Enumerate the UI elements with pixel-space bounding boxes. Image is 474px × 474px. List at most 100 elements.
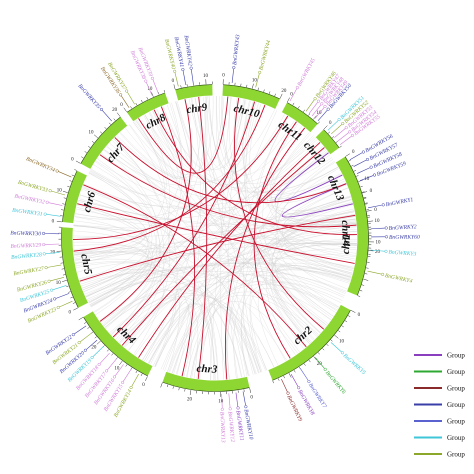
gene-label: BnGWRKY5 [342, 353, 367, 376]
legend-entry: Group [414, 434, 465, 442]
tick-mark [323, 125, 328, 130]
gene-BnGWRKY29: BnGWRKY29 [10, 243, 60, 250]
chromosome-label: chr14 [339, 220, 352, 247]
duplication-link [281, 183, 353, 218]
chromosome-label: chr7 [104, 141, 127, 165]
tick-mark [263, 89, 265, 92]
tick-mark [363, 197, 367, 199]
gene-marker [350, 133, 355, 138]
tick-mark [322, 348, 325, 351]
gene-label: BnGWRKY35 [76, 83, 101, 110]
tick-label: 10 [56, 281, 62, 286]
background-link [97, 158, 160, 336]
gene-marker [326, 107, 330, 111]
tick-mark [368, 220, 374, 222]
gene-marker [313, 97, 317, 101]
gene-marker [48, 189, 52, 193]
gene-leader-line [242, 391, 246, 406]
chromosome-band [62, 170, 87, 224]
tick-mark [288, 373, 292, 378]
gene-leader-line [231, 68, 234, 83]
tick-label: 10 [375, 219, 381, 224]
tick-mark [104, 126, 107, 130]
gene-label: BnGWRKY2 [389, 224, 417, 232]
tick-mark [72, 302, 76, 304]
legend-label: Group [447, 451, 465, 459]
tick-mark [84, 151, 87, 153]
tick-mark [62, 203, 65, 205]
tick-label: 20 [317, 362, 323, 367]
legend-label: Group [447, 401, 465, 409]
legend: Group Group Group Group Group Group Group [414, 352, 465, 459]
gene-BnGWRKY3: BnGWRKY3 [370, 250, 417, 258]
tick-mark [100, 131, 103, 134]
tick-mark [119, 360, 123, 366]
gene-label: BnGWRKY33 [17, 180, 48, 194]
tick-mark [123, 107, 127, 112]
tick-mark [292, 102, 295, 106]
tick-mark [74, 169, 77, 171]
tick-mark [331, 136, 335, 139]
legend-entry: Group [414, 385, 465, 393]
tick-mark [113, 118, 116, 121]
gene-BnGWRKY43: BnGWRKY43 [231, 34, 241, 83]
gene-leader-line [115, 364, 124, 376]
gene-leader-line [228, 393, 231, 408]
gene-leader-line [290, 374, 299, 387]
gene-leader-line [191, 69, 194, 84]
background-link [152, 231, 357, 366]
gene-marker [320, 102, 324, 106]
duplication-links [73, 96, 357, 380]
legend-entry: Group [414, 368, 465, 376]
duplication-link [224, 127, 306, 380]
gene-leader-line [86, 339, 98, 350]
background-link [88, 172, 219, 380]
gene-leader-line [337, 132, 349, 142]
background-link [242, 100, 355, 217]
gene-leader-line [235, 392, 239, 407]
gene-marker [236, 406, 240, 410]
gene-marker [125, 89, 129, 93]
tick-mark [308, 113, 311, 116]
gene-leader-line [349, 152, 363, 161]
tick-mark [293, 370, 296, 373]
legend-entry: Group [414, 418, 465, 426]
tick-mark [94, 336, 97, 339]
tick-label: 10 [203, 74, 209, 79]
chromosome-label: chr5 [78, 253, 94, 276]
gene-BnGWRKY4: BnGWRKY4 [367, 270, 413, 285]
background-link [77, 203, 153, 323]
background-link [191, 301, 298, 379]
tick-mark [313, 356, 317, 361]
gene-leader-line [311, 104, 322, 117]
tick-mark [252, 83, 254, 89]
gene-label: BnGWRKY32 [14, 193, 46, 205]
chromosome-outline [126, 92, 166, 113]
tick-label: 0 [172, 79, 175, 84]
duplication-link [73, 104, 266, 252]
gene-leader-line [367, 204, 382, 209]
gene-marker [55, 169, 59, 173]
gene-marker [77, 341, 81, 345]
tick-mark [277, 378, 280, 381]
gene-BnGWRKY12: BnGWRKY12 [226, 393, 235, 443]
gene-label: BnGWRKY11 [234, 410, 244, 441]
background-link [183, 110, 278, 377]
tick-mark [249, 387, 252, 393]
gene-marker [129, 386, 133, 390]
gene-marker [323, 104, 327, 108]
background-link [144, 96, 208, 362]
duplication-link [138, 96, 229, 174]
gene-leader-line [331, 124, 342, 135]
gene-marker [47, 279, 51, 283]
background-link [78, 199, 357, 230]
gene-leader-line [107, 358, 117, 370]
chromosome-outline [344, 156, 365, 204]
gene-BnGWRKY41: BnGWRKY41 [173, 36, 187, 85]
background-link [82, 157, 333, 208]
gene-marker [112, 375, 116, 379]
background-link [176, 101, 334, 317]
gene-leader-line [255, 73, 260, 88]
gene-leader-line [367, 270, 382, 275]
chromosome-band [126, 92, 169, 122]
